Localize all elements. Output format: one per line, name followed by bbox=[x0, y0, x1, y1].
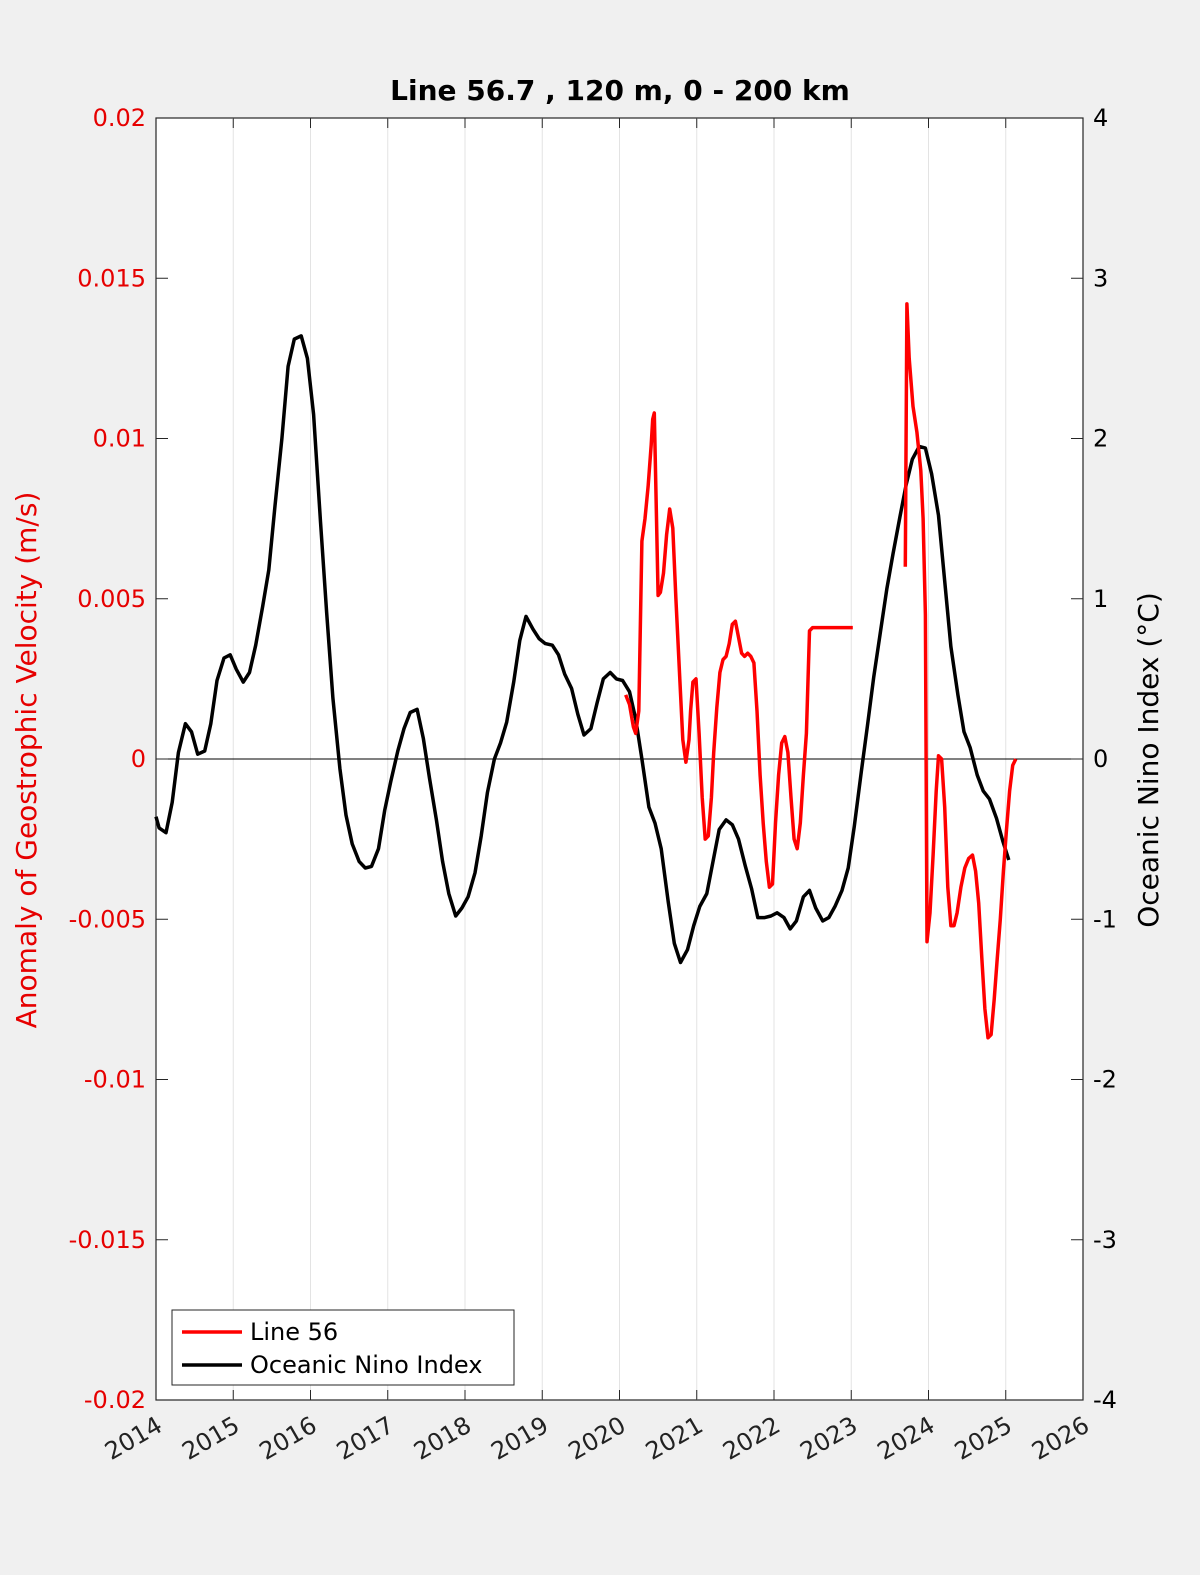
y-right-tick-label: -3 bbox=[1093, 1226, 1117, 1254]
legend-box bbox=[171, 1309, 515, 1386]
y-axis-left-label: Anomaly of Geostrophic Velocity (m/s) bbox=[10, 492, 43, 1029]
x-tick-label: 2020 bbox=[564, 1411, 631, 1466]
x-tick-label: 2014 bbox=[100, 1411, 167, 1466]
legend-label-oni: Oceanic Nino Index bbox=[250, 1351, 482, 1379]
y-right-tick-label: 4 bbox=[1093, 104, 1108, 132]
series-line-oni bbox=[154, 334, 1011, 965]
y-right-tick-label: -1 bbox=[1093, 905, 1117, 933]
x-tick-label: 2022 bbox=[718, 1411, 785, 1466]
y-left-tick-label: -0.01 bbox=[84, 1066, 146, 1094]
legend: Line 56 Oceanic Nino Index bbox=[171, 1309, 515, 1386]
y-right-tick-label: 0 bbox=[1093, 745, 1108, 773]
y-left-tick-label: 0 bbox=[131, 745, 146, 773]
x-tick-label: 2021 bbox=[641, 1411, 708, 1466]
x-tick-label: 2025 bbox=[950, 1411, 1017, 1466]
x-tick-label: 2026 bbox=[1027, 1411, 1094, 1466]
y-right-tick-label: -2 bbox=[1093, 1066, 1117, 1094]
x-tick-label: 2018 bbox=[409, 1411, 476, 1466]
y-left-tick-label: 0.02 bbox=[93, 104, 146, 132]
x-tick-label: 2016 bbox=[255, 1411, 322, 1466]
y-right-tick-label: -4 bbox=[1093, 1386, 1117, 1414]
x-tick-label: 2017 bbox=[332, 1411, 399, 1466]
series-line-line-56-segment-2 bbox=[903, 302, 1018, 1040]
chart-title: Line 56.7 , 120 m, 0 - 200 km bbox=[390, 74, 850, 107]
series-line-line-56-segment-1 bbox=[624, 411, 853, 889]
x-tick-label: 2024 bbox=[873, 1411, 940, 1466]
y-left-tick-label: -0.005 bbox=[69, 905, 146, 933]
y-axis-right-label: Oceanic Nino Index (°C) bbox=[1132, 592, 1165, 928]
x-tick-label: 2023 bbox=[795, 1411, 862, 1466]
legend-label-line-56: Line 56 bbox=[250, 1318, 338, 1346]
y-right-tick-label: 3 bbox=[1093, 264, 1108, 292]
x-tick-label: 2015 bbox=[177, 1411, 244, 1466]
series-layer bbox=[154, 302, 1018, 1040]
y-left-tick-label: 0.005 bbox=[77, 585, 146, 613]
y-left-tick-label: -0.02 bbox=[84, 1386, 146, 1414]
y-left-tick-label: -0.015 bbox=[69, 1226, 146, 1254]
x-tick-label: 2019 bbox=[486, 1411, 553, 1466]
y-left-tick-label: 0.015 bbox=[77, 264, 146, 292]
y-right-tick-label: 2 bbox=[1093, 425, 1108, 453]
y-left-tick-label: 0.01 bbox=[93, 425, 146, 453]
y-right-tick-label: 1 bbox=[1093, 585, 1108, 613]
